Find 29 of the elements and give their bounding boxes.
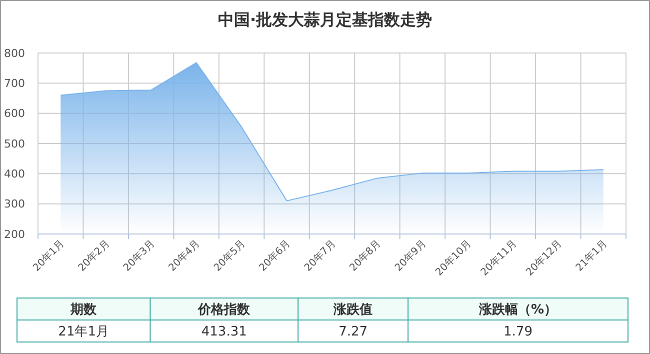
text: 涨跌值 bbox=[332, 302, 373, 318]
text: 413.31 bbox=[201, 324, 247, 340]
y-tick-label: 600 bbox=[4, 107, 25, 120]
text: 期数 bbox=[70, 302, 98, 318]
y-tick-label: 700 bbox=[4, 77, 25, 90]
x-tick-label: 20年12月 bbox=[524, 238, 564, 278]
text: 涨跌幅（%） bbox=[478, 302, 558, 318]
y-tick-label: 800 bbox=[4, 46, 25, 60]
x-tick-label: 20年10月 bbox=[433, 238, 474, 278]
x-tick-label: 20年3月 bbox=[121, 238, 158, 274]
y-tick-label: 400 bbox=[4, 168, 25, 181]
y-tick-label: 300 bbox=[4, 198, 25, 211]
x-tick-label: 20年9月 bbox=[392, 238, 429, 274]
x-tick-label: 20年1月 bbox=[30, 238, 67, 274]
x-tick-label: 20年2月 bbox=[76, 238, 112, 274]
y-tick-label: 200 bbox=[4, 228, 25, 241]
x-tick-label: 20年8月 bbox=[347, 238, 384, 274]
x-tick-label: 21年1月 bbox=[573, 238, 610, 274]
chart-title: 中国·批发大蒜月定基指数走势 bbox=[218, 10, 432, 29]
x-tick-label: 20年7月 bbox=[302, 238, 338, 274]
text: 1.79 bbox=[504, 324, 532, 340]
x-tick-label: 20年4月 bbox=[166, 238, 202, 274]
y-tick-label: 500 bbox=[4, 137, 25, 150]
text: 21年1月 bbox=[58, 324, 110, 340]
text: 7.27 bbox=[338, 324, 368, 340]
x-tick-label: 20年6月 bbox=[256, 238, 293, 274]
text: 价格指数 bbox=[197, 302, 252, 318]
x-tick-label: 20年5月 bbox=[212, 238, 248, 274]
x-tick-label: 20年11月 bbox=[478, 238, 520, 278]
